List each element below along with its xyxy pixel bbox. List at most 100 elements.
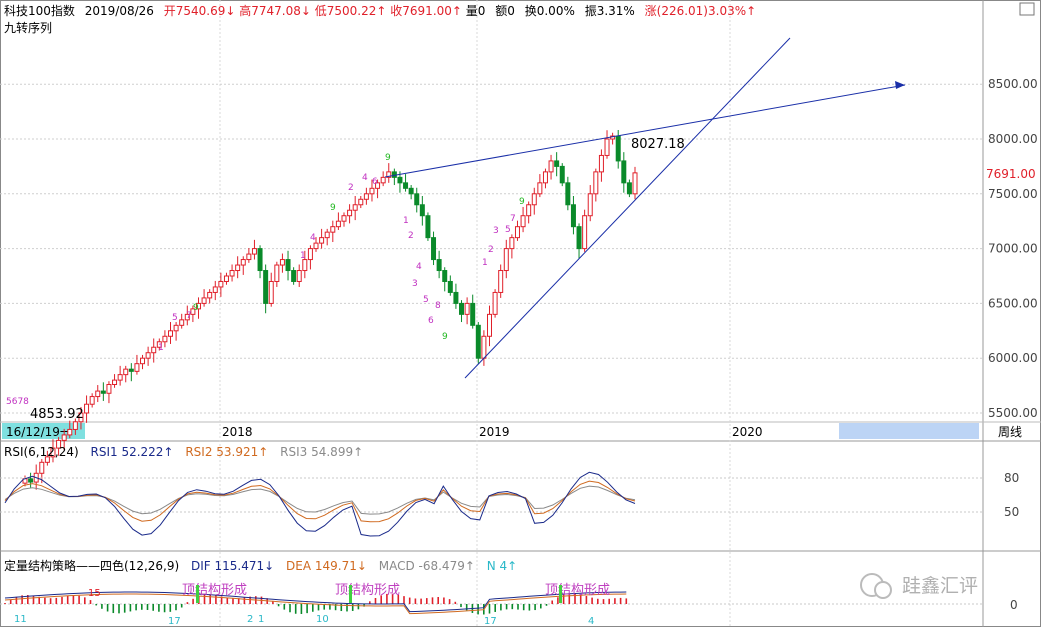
candle-body — [408, 187, 414, 195]
candle-body — [531, 193, 537, 206]
candle-body — [106, 384, 112, 394]
candle-body — [179, 319, 185, 326]
nine-turn-digit: 1 — [158, 343, 164, 353]
high: 高7747.08↓ — [239, 3, 311, 18]
rsi-header: RSI(6,12,24) RSI1 52.222↑ RSI2 53.921↑ R… — [4, 445, 363, 459]
candle-body — [274, 264, 280, 282]
candle-body — [173, 324, 179, 332]
candle-body — [604, 138, 610, 156]
candle-body — [291, 270, 297, 282]
watermark: 跬鑫汇评 — [860, 573, 978, 599]
candle-body — [369, 187, 375, 195]
candle-body — [246, 253, 252, 261]
candle-body — [313, 242, 319, 250]
candle-body — [285, 259, 291, 272]
rsi3-line — [4, 485, 636, 515]
candle-body — [28, 478, 34, 483]
dif-line — [4, 591, 627, 613]
candle-body — [621, 160, 627, 184]
rsi2-line — [4, 480, 636, 523]
macd-count-number: 10 — [316, 614, 329, 625]
watermark-text: 跬鑫汇评 — [902, 575, 978, 597]
candle-body — [307, 248, 313, 261]
candle-body — [223, 275, 229, 282]
candle-body — [201, 297, 207, 304]
upper-trend-line — [384, 84, 906, 178]
candle-body — [459, 302, 465, 315]
candle-body — [559, 165, 565, 184]
rsi-tick-50: 50 — [1004, 505, 1019, 519]
candle-body — [341, 215, 347, 222]
nine-turn-digit: 1 — [403, 216, 409, 226]
year-label: 2019 — [479, 425, 510, 439]
candle-body — [520, 215, 526, 228]
candle-body — [442, 270, 448, 282]
top-structure-signal: 顶结构形成 — [545, 583, 610, 598]
window-icon[interactable] — [1019, 2, 1035, 16]
nine-turn-digit: 7 — [186, 311, 192, 321]
candle-body — [50, 447, 56, 458]
dea-line — [4, 593, 627, 615]
candle-body — [576, 226, 582, 250]
year-label: 2020 — [732, 425, 763, 439]
nine-turn-digit: 2 — [488, 245, 494, 255]
overlay-label: 九转序列 — [4, 20, 52, 35]
candle-body — [453, 291, 459, 304]
candle-body — [95, 390, 101, 398]
candle-body — [84, 403, 90, 414]
price-grid: 5500.00 6000.00 6500.00 7000.00 7500.00 8000.… — [0, 77, 1038, 420]
candle-body — [44, 456, 50, 463]
macd-count-number: 15 — [88, 588, 101, 599]
nine-turn-digit: 5678 — [6, 397, 29, 407]
amount: 额0 — [495, 4, 515, 18]
candle-body — [554, 160, 560, 167]
candle-body — [212, 286, 218, 293]
low: 低7500.22↑ — [315, 4, 387, 18]
candle-body — [475, 324, 481, 359]
candle-body — [156, 341, 162, 348]
current-price-label: 7691.00 — [986, 167, 1036, 181]
nine-turn-digit: 5 — [505, 225, 511, 235]
candle-body — [347, 209, 353, 217]
price-tick-label: 7500.00 — [988, 187, 1038, 201]
candle-body — [67, 428, 73, 436]
rsi1-line — [4, 471, 636, 537]
amplitude: 振3.31% — [585, 4, 635, 18]
nine-turn-digit: 9 — [330, 203, 336, 213]
rsi3-value: RSI3 54.899↑ — [280, 445, 363, 459]
candle-body — [464, 302, 470, 315]
price-tick-label: 6000.00 — [988, 351, 1038, 365]
candle-body — [492, 291, 498, 315]
turnover: 换0.00% — [525, 4, 575, 18]
macd-title: 定量结构策略——四色(12,26,9) — [4, 558, 179, 573]
price-tick-label: 8500.00 — [988, 77, 1038, 91]
lower-trend-line — [464, 37, 791, 379]
candle-body — [481, 335, 487, 359]
candle-body — [324, 231, 330, 239]
candle-body — [263, 270, 269, 304]
candle-body — [509, 237, 515, 250]
price-tick-label: 6500.00 — [988, 296, 1038, 310]
candle-body — [386, 171, 392, 178]
candle-body — [537, 182, 543, 195]
candle-body — [363, 193, 369, 200]
nine-turn-digit: 4 — [310, 233, 316, 243]
candle-body — [425, 215, 431, 239]
candle-body — [397, 176, 403, 184]
candle-body — [123, 368, 129, 376]
candle-body — [100, 390, 106, 394]
candle-body — [319, 237, 325, 244]
nine-turn-digit: 5 — [423, 295, 429, 305]
nine-turn-digit: 4 — [416, 262, 422, 272]
scroll-highlight[interactable] — [839, 423, 979, 439]
candle-body — [78, 412, 84, 423]
nine-turn-digit: 7 — [510, 214, 516, 224]
candle-body — [375, 182, 381, 189]
dea-value: DEA 149.71↓ — [286, 559, 367, 573]
candle-body — [251, 248, 257, 255]
candle-body — [587, 193, 593, 217]
candle-body — [632, 172, 638, 195]
candle-body — [598, 154, 604, 173]
period-label[interactable]: 周线 — [998, 425, 1022, 439]
